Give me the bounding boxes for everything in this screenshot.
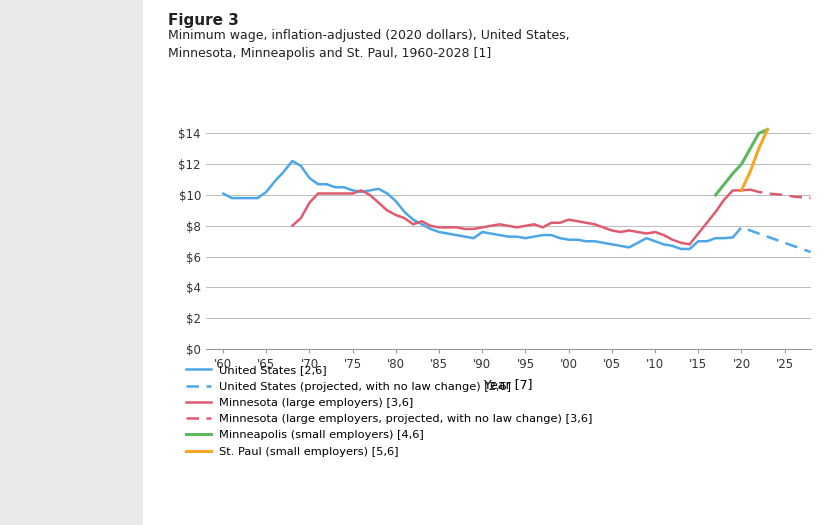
X-axis label: Year [7]: Year [7]: [484, 378, 533, 391]
Legend: United States [2,6], United States (projected, with no law change) [2,6], Minnes: United States [2,6], United States (proj…: [186, 365, 593, 457]
Text: Minimum wage, inflation-adjusted (2020 dollars), United States,
Minnesota, Minne: Minimum wage, inflation-adjusted (2020 d…: [168, 29, 570, 60]
Text: Figure 3: Figure 3: [168, 13, 239, 28]
